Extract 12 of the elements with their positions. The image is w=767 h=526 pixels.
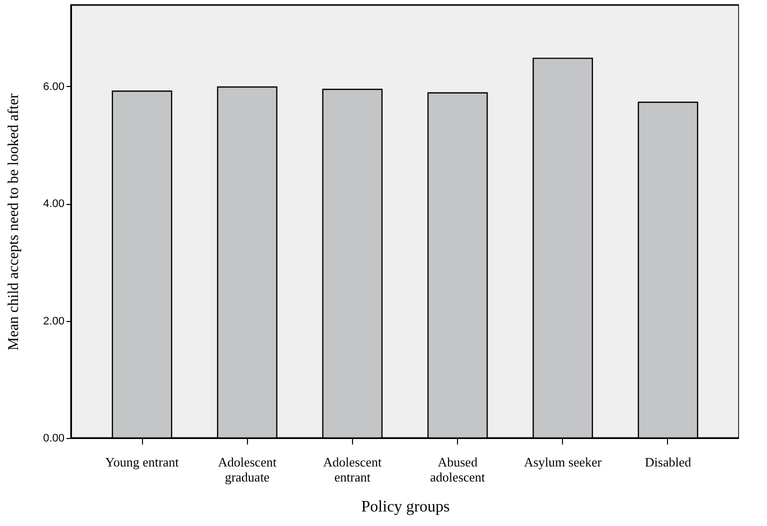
x-tick-label: Young entrant: [105, 454, 180, 470]
y-tick-label: 4.00: [43, 198, 64, 210]
y-axis-title: Mean child accepts need to be looked after: [6, 94, 22, 350]
x-tick-label: Adolescent graduate: [218, 454, 277, 484]
x-tick-label: Abused adolescent: [430, 454, 486, 484]
x-tick-label: Asylum seeker: [524, 454, 602, 470]
x-tick-label: Adolescent entrant: [323, 454, 382, 484]
x-axis-title: Policy groups: [361, 498, 450, 516]
y-tick-label: 6.00: [43, 80, 64, 93]
x-tick-label: Disabled: [644, 454, 692, 470]
y-tick-label: 2.00: [43, 315, 64, 328]
y-tick-label: 0.00: [43, 432, 64, 444]
